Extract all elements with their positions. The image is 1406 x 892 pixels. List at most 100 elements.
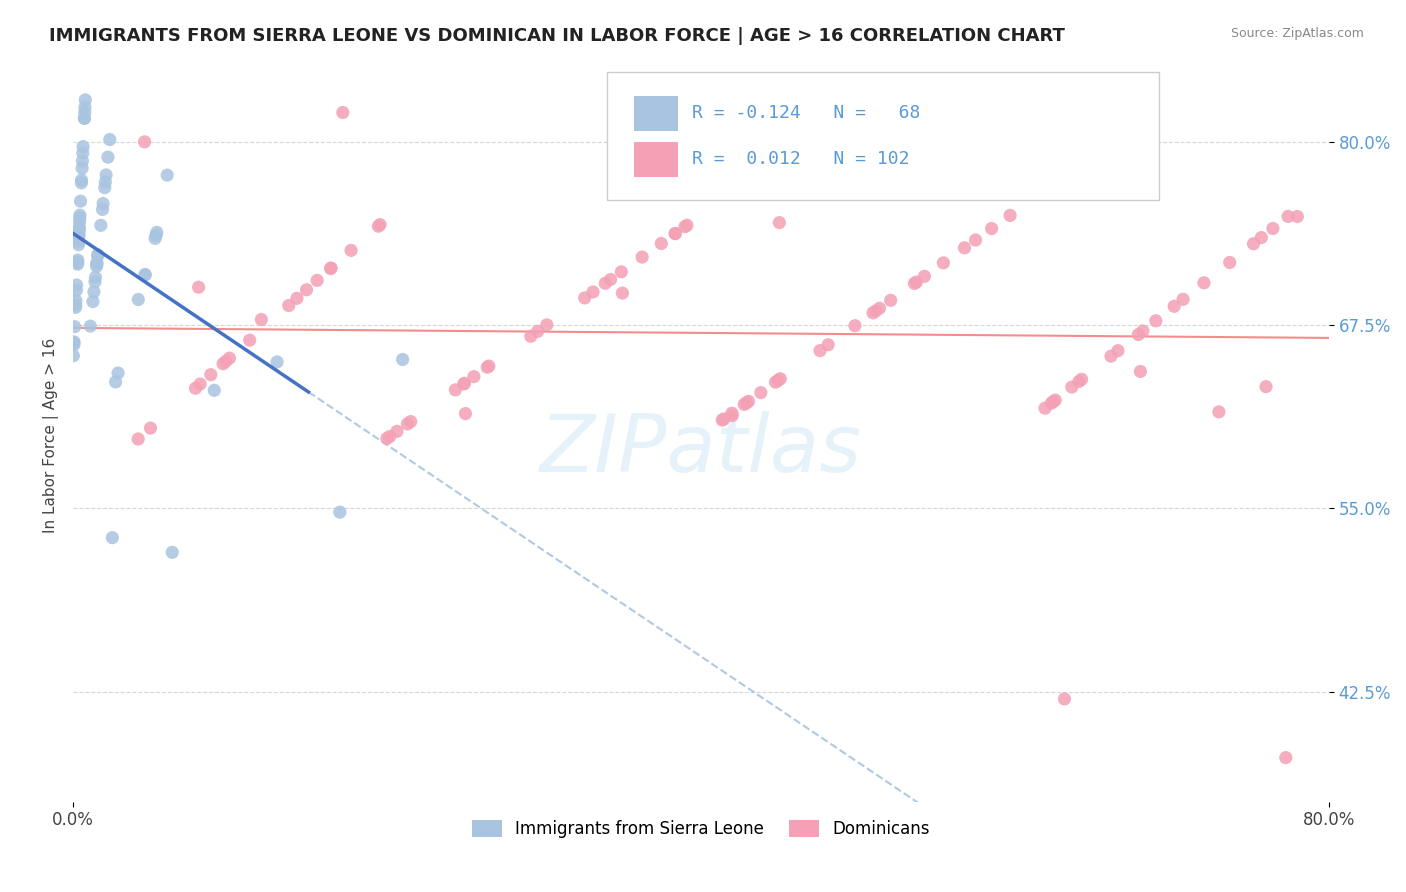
FancyBboxPatch shape [607, 72, 1160, 201]
Point [187, 280, 209, 294]
Point [865, 304, 887, 318]
Point [266, 355, 288, 369]
Point [1192, 276, 1215, 290]
Point [86, 249, 108, 263]
Point [69, 208, 91, 222]
Point [94, 175, 117, 189]
Point [73, 100, 96, 114]
Point [1042, 394, 1064, 409]
Point [912, 269, 935, 284]
Point [73, 112, 96, 126]
Point [519, 329, 541, 343]
Point [107, 366, 129, 380]
Point [146, 225, 169, 239]
Point [239, 333, 262, 347]
Point [94, 180, 117, 194]
Point [277, 299, 299, 313]
Point [808, 343, 831, 358]
Point [711, 413, 734, 427]
Point [749, 385, 772, 400]
Point [212, 357, 235, 371]
Point [72, 153, 94, 168]
Point [1274, 750, 1296, 764]
Point [817, 338, 839, 352]
Point [664, 227, 686, 241]
Point [905, 275, 928, 289]
Point [631, 250, 654, 264]
Point [844, 318, 866, 333]
Point [953, 241, 976, 255]
Point [1144, 314, 1167, 328]
Point [879, 293, 901, 308]
Point [1128, 327, 1150, 342]
Point [367, 219, 389, 234]
Bar [634, 142, 678, 177]
Point [91, 196, 114, 211]
Point [65, 298, 87, 312]
Point [329, 505, 352, 519]
Text: IMMIGRANTS FROM SIERRA LEONE VS DOMINICAN IN LABOR FORCE | AGE > 16 CORRELATION : IMMIGRANTS FROM SIERRA LEONE VS DOMINICA… [49, 27, 1066, 45]
Point [998, 209, 1021, 223]
Point [218, 351, 240, 365]
Point [67, 227, 90, 242]
Point [1163, 299, 1185, 313]
Point [599, 272, 621, 286]
Point [156, 168, 179, 182]
Point [1070, 372, 1092, 386]
Point [63, 334, 86, 349]
Point [75, 93, 97, 107]
Point [869, 301, 891, 316]
Y-axis label: In Labor Force | Age > 16: In Labor Force | Age > 16 [44, 337, 59, 533]
Point [582, 285, 605, 299]
Point [610, 265, 633, 279]
Point [1208, 405, 1230, 419]
Point [63, 336, 86, 351]
Point [768, 216, 790, 230]
Point [733, 397, 755, 411]
Point [664, 227, 686, 241]
Point [1243, 236, 1265, 251]
Point [73, 105, 96, 120]
Point [307, 273, 329, 287]
Point [765, 375, 787, 389]
Point [478, 359, 501, 373]
Point [63, 319, 86, 334]
Point [1171, 293, 1194, 307]
Point [72, 139, 94, 153]
Point [1129, 364, 1152, 378]
Point [69, 215, 91, 229]
Point [862, 306, 884, 320]
Point [1261, 221, 1284, 235]
Point [63, 337, 86, 351]
Point [86, 257, 108, 271]
Point [735, 396, 758, 410]
Point [340, 244, 363, 258]
Point [82, 294, 104, 309]
Point [70, 173, 93, 187]
Text: R = -0.124   N =   68: R = -0.124 N = 68 [692, 104, 921, 122]
Point [94, 168, 117, 182]
Point [332, 105, 354, 120]
Point [396, 417, 419, 431]
Point [1060, 380, 1083, 394]
Point [134, 268, 156, 282]
Point [90, 219, 112, 233]
Point [72, 146, 94, 161]
Point [1107, 343, 1129, 358]
Point [66, 255, 89, 269]
Point [67, 221, 90, 235]
Point [67, 234, 90, 248]
Point [1040, 396, 1063, 410]
Point [650, 236, 672, 251]
Point [66, 257, 89, 271]
Point [1033, 401, 1056, 416]
Point [385, 425, 408, 439]
Point [127, 293, 149, 307]
Point [536, 318, 558, 332]
Point [200, 368, 222, 382]
Point [319, 261, 342, 276]
Point [1132, 324, 1154, 338]
Text: R =  0.012   N = 102: R = 0.012 N = 102 [692, 151, 910, 169]
Point [454, 407, 477, 421]
Point [285, 291, 308, 305]
